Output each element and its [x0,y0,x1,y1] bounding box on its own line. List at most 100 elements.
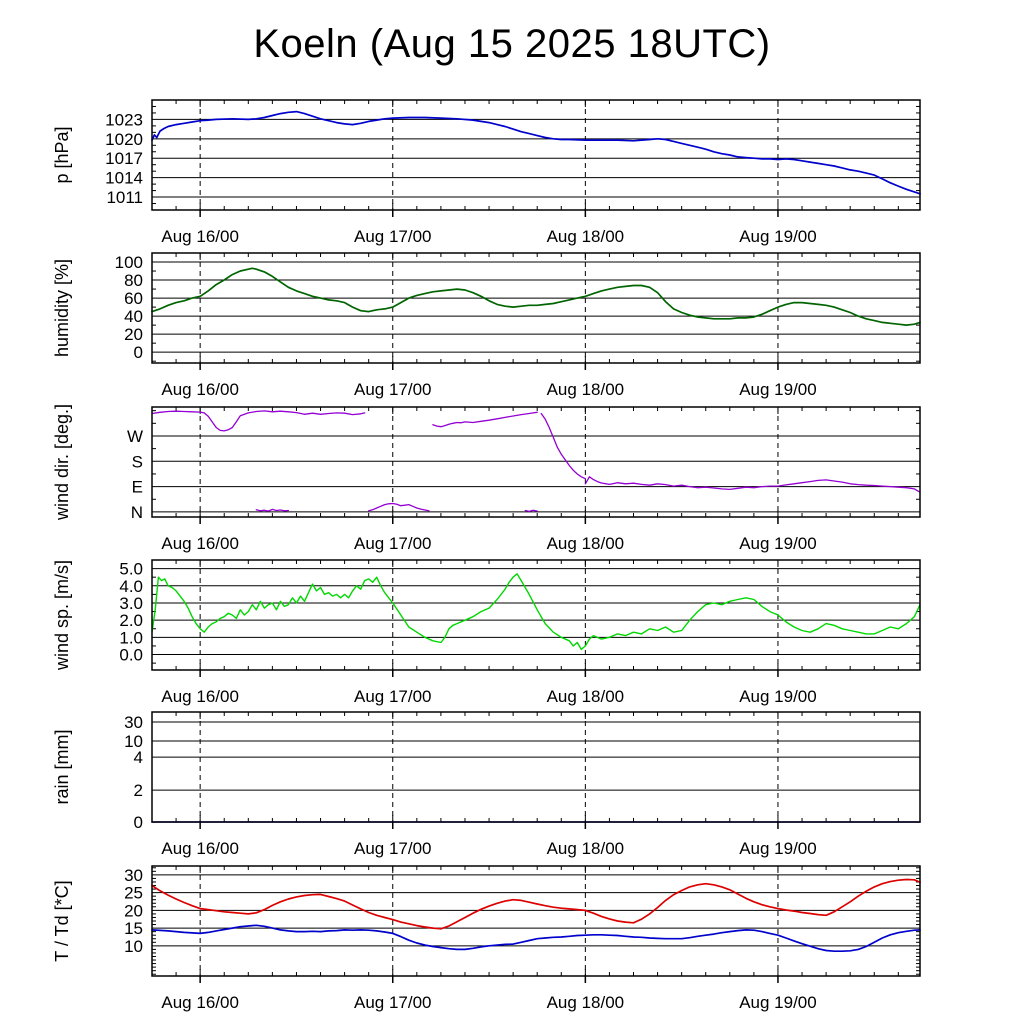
x-tick-label: Aug 18/00 [547,227,625,246]
x-day-gridlines [199,560,779,670]
x-tick-labels: Aug 16/00 Aug 17/00 Aug 18/00 Aug 19/00 [161,687,816,706]
y-tick-label: E [132,478,143,497]
x-day-gridlines [199,407,779,517]
plot-border [151,252,921,364]
x-tick-label: Aug 16/00 [161,839,239,858]
y-tick-label: 30 [124,866,143,885]
y-axis-label: T / Td [*C] [52,880,72,961]
x-tick-label: Aug 18/00 [547,380,625,399]
series-lines [151,573,921,651]
plot-border [151,99,921,211]
series-lines [151,878,921,953]
plot-border [151,711,921,823]
wind-direction-line [432,411,538,428]
pressure-line [151,110,921,195]
chart-title: Koeln (Aug 15 2025 18UTC) [253,22,771,66]
y-axis-label: wind sp. [m/s] [52,560,72,671]
x-tick-labels: Aug 16/00 Aug 17/00 Aug 18/00 Aug 19/00 [161,993,816,1012]
wind-direction-line [584,476,921,493]
x-tick-labels: Aug 16/00 Aug 17/00 Aug 18/00 Aug 19/00 [161,380,816,399]
x-tick-label: Aug 17/00 [354,227,432,246]
wind-direction-line [151,410,366,432]
y-tick-label: N [131,503,143,522]
plot-border [151,559,921,671]
humidity-line [151,267,921,326]
axis-ticks [152,407,920,524]
y-gridlines [152,568,920,656]
x-tick-labels: Aug 16/00 Aug 17/00 Aug 18/00 Aug 19/00 [161,227,816,246]
x-tick-label: Aug 19/00 [739,534,817,553]
series-lines [151,267,921,326]
x-tick-label: Aug 17/00 [354,687,432,706]
x-tick-label: Aug 17/00 [354,534,432,553]
y-axis-label: humidity [%] [52,259,72,357]
wind-direction-line [255,508,290,512]
y-axis-label: p [hPa] [52,126,72,183]
x-tick-label: Aug 19/00 [739,380,817,399]
axis-ticks [175,712,899,829]
y-tick-label: 30 [124,713,143,732]
y-tick-label: 1017 [105,149,143,168]
x-tick-label: Aug 18/00 [547,839,625,858]
panel-wind-direction: N E S W Aug 16/00 Aug 17/00 Aug 18/00 Aug 19/00… [0,405,1024,555]
x-day-gridlines [199,866,779,976]
y-gridlines [152,435,920,513]
wind-direction-line [368,502,430,512]
y-tick-label: 80 [124,271,143,290]
x-tick-label: Aug 16/00 [161,227,239,246]
y-tick-label: 20 [124,325,143,344]
y-tick-label: 1020 [105,130,143,149]
panel-humidity: 0 20 40 60 80 100 Aug 16/00 Aug 17/00 Aug 18/00 A… [0,251,1024,401]
axis-ticks [152,560,920,677]
series-lines [151,410,921,513]
y-tick-label: 1014 [105,169,143,188]
y-tick-label: 1011 [106,188,143,207]
wind-direction-line [540,412,587,480]
panel-rain: 0 2 4 10 30 Aug 16/00 Aug 17/00 Aug 18/00 Aug 19… [0,710,1024,860]
y-gridlines [152,874,920,947]
y-tick-label: 40 [124,307,143,326]
y-tick-label: W [127,427,143,446]
panel-pressure: 1011 1014 1017 1020 1023 Aug 16/00 Aug 17/00 Au… [0,98,1024,248]
panel-wind-speed: 0.0 1.0 2.0 3.0 4.0 5.0 Aug 16/00 Aug 17/00 Aug … [0,558,1024,708]
y-tick-label: 4 [134,748,143,767]
x-day-gridlines [199,100,779,210]
y-axis-label: rain [mm] [52,729,72,804]
y-tick-label: 2.0 [119,611,143,630]
y-tick-label: 0.0 [119,646,143,665]
x-tick-labels: Aug 16/00 Aug 17/00 Aug 18/00 Aug 19/00 [161,534,816,553]
y-gridlines [152,261,920,353]
y-tick-label: 10 [124,937,143,956]
x-tick-label: Aug 17/00 [354,380,432,399]
x-tick-label: Aug 18/00 [547,687,625,706]
x-tick-label: Aug 17/00 [354,993,432,1012]
plot-border [151,865,921,977]
y-gridlines [152,721,920,791]
y-tick-label: 25 [124,884,143,903]
axis-ticks [152,866,920,983]
x-tick-label: Aug 17/00 [354,839,432,858]
y-tick-labels: 0.01.02.03.04.05.0 [119,560,143,665]
x-tick-label: Aug 19/00 [739,993,817,1012]
x-tick-label: Aug 16/00 [161,534,239,553]
y-tick-label: 5.0 [119,560,143,579]
wind-direction-line [524,509,538,513]
y-tick-label: 3.0 [119,594,143,613]
y-tick-label: 1.0 [119,628,143,647]
wind-speed-line [151,573,921,651]
temperature-line [151,878,921,930]
y-tick-label: 60 [124,289,143,308]
y-tick-label: 0 [134,343,143,362]
y-tick-label: 20 [124,901,143,920]
y-tick-label: S [132,452,143,471]
y-tick-label: 2 [134,781,143,800]
